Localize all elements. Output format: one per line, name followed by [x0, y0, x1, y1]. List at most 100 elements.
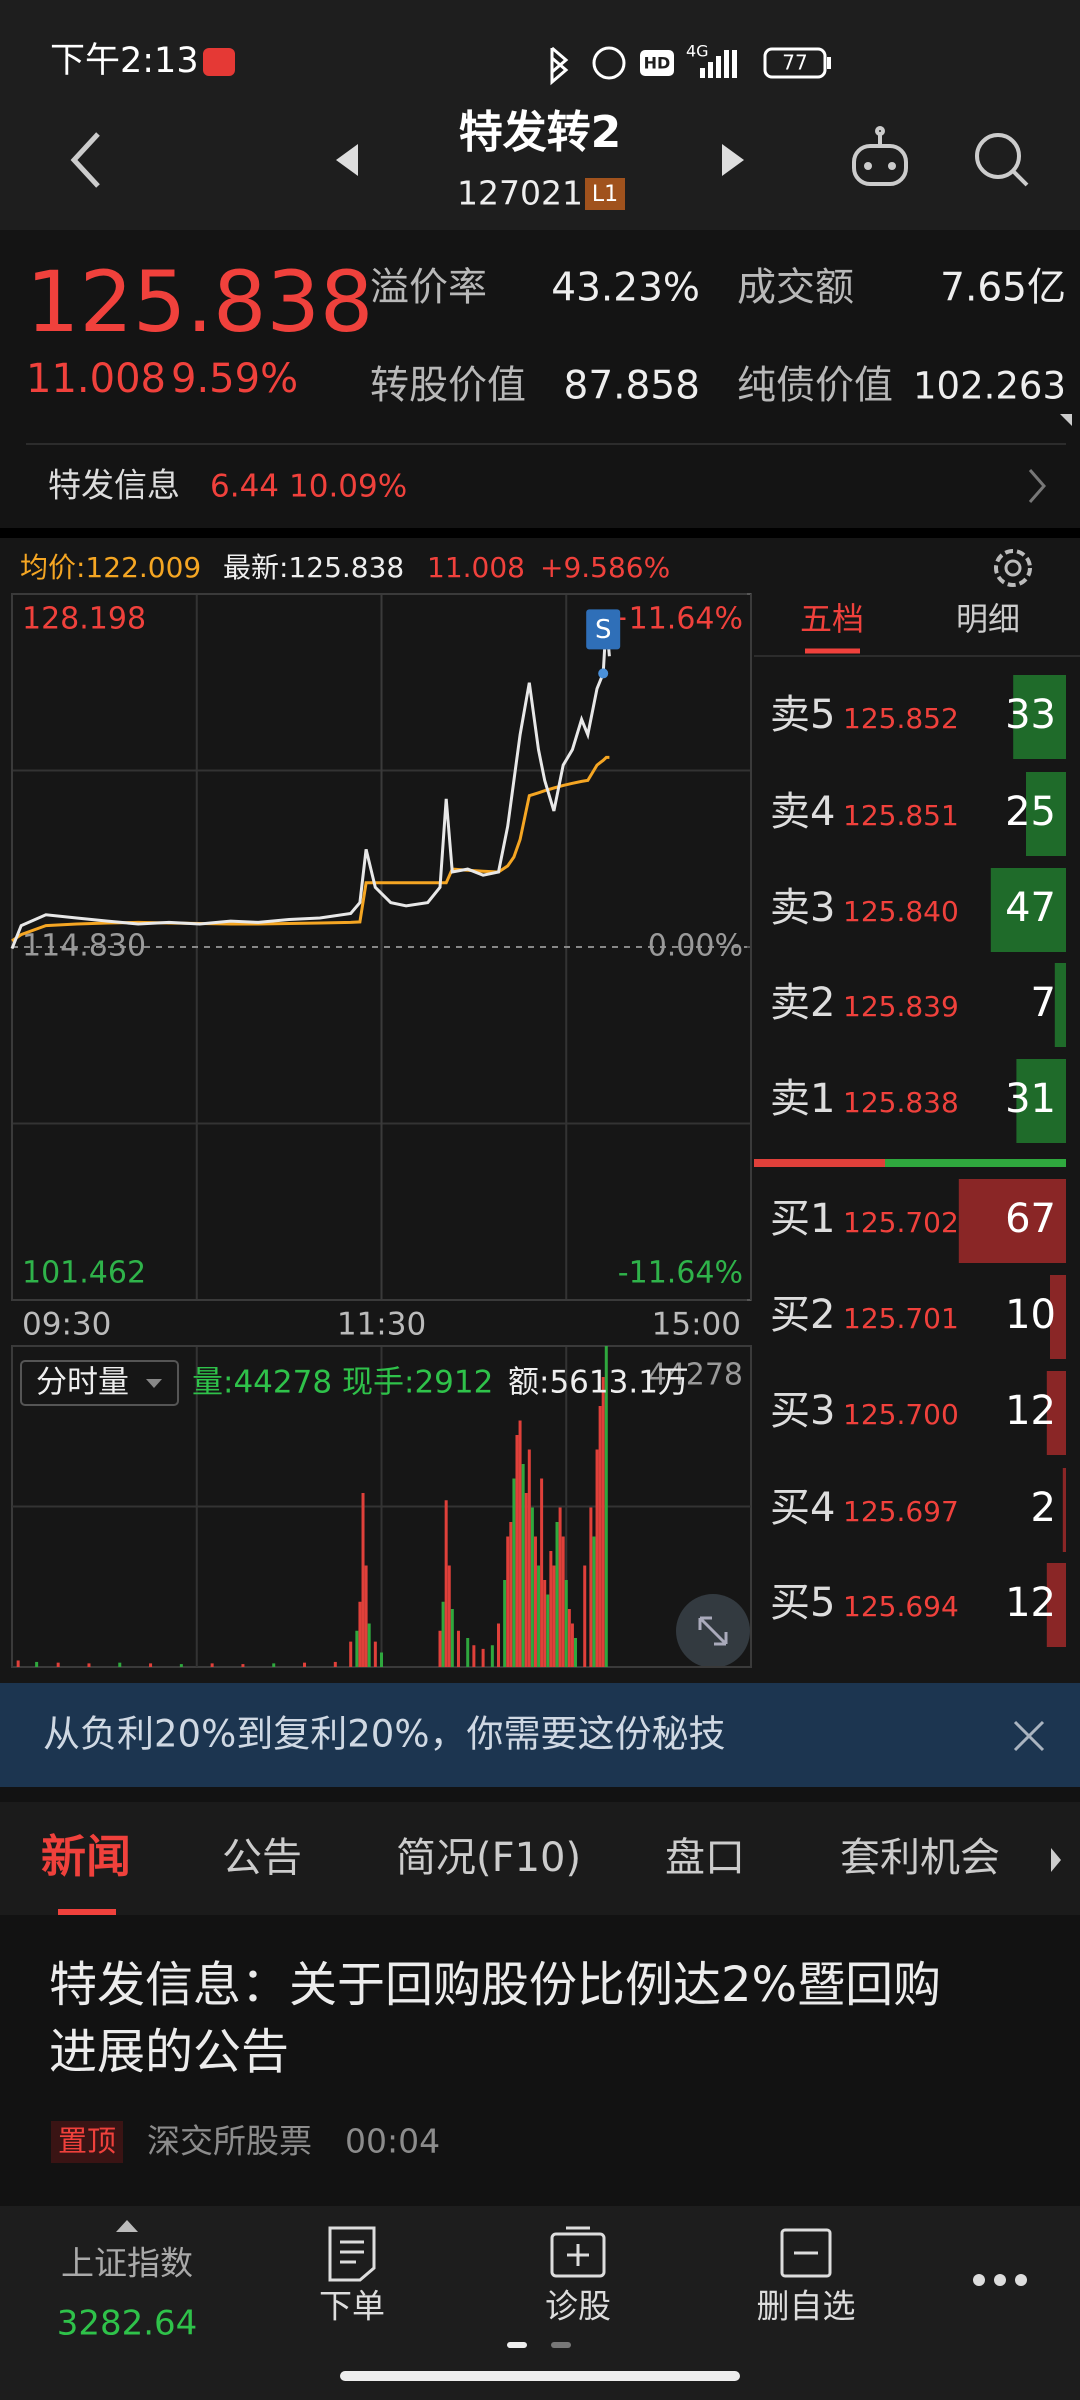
quote-change: 11.008: [26, 356, 166, 402]
news-tab[interactable]: 盘口: [665, 1835, 745, 1881]
settings-button[interactable]: [994, 549, 1032, 587]
metric-label: 溢价率: [370, 266, 487, 311]
chart-bg: [0, 538, 1080, 1683]
nav-item[interactable]: 下单: [319, 2287, 385, 2326]
book-bar: [1050, 1275, 1066, 1359]
news-tag-bg: [51, 2121, 123, 2163]
volume-bar: [515, 1435, 519, 1667]
volume-bar: [533, 1536, 537, 1667]
book-qty: 33: [1005, 692, 1056, 738]
book-bar: [1016, 1059, 1066, 1143]
metric-value: 102.263: [913, 365, 1066, 408]
book-qty: 12: [1005, 1580, 1056, 1626]
volume-bar: [543, 1580, 547, 1667]
book-price: 125.694: [843, 1590, 959, 1623]
volume-bar: [527, 1449, 531, 1667]
underlying-chevron[interactable]: [1028, 469, 1046, 503]
volume-bar: [303, 1662, 307, 1667]
volume-bar: [466, 1638, 470, 1667]
index-expand[interactable]: [116, 2220, 138, 2232]
hd-badge: [640, 50, 674, 76]
x-tick-label: 15:00: [652, 1307, 741, 1343]
prev-button[interactable]: [336, 144, 358, 176]
volume-label: 分时量: [36, 1365, 129, 1401]
back-button[interactable]: [70, 132, 100, 188]
underlying-name[interactable]: 特发信息: [48, 466, 180, 505]
news-tab[interactable]: 公告: [222, 1835, 302, 1881]
volume-bar: [561, 1536, 565, 1667]
underlying-price: 6.44: [210, 469, 279, 505]
news-tab[interactable]: 简况(F10): [396, 1835, 581, 1881]
news-tab[interactable]: 新闻: [41, 1830, 131, 1883]
volume-bar: [530, 1507, 534, 1667]
metric-value: 87.858: [564, 364, 700, 409]
volume-bar: [118, 1662, 122, 1667]
index-name[interactable]: 上证指数: [61, 2244, 193, 2283]
news-tab-more[interactable]: [1051, 1848, 1061, 1872]
battery-text: 77: [782, 51, 807, 75]
news-tab[interactable]: 套利机会: [840, 1835, 1000, 1881]
order-tab[interactable]: 五档: [800, 600, 864, 638]
book-price: 125.701: [843, 1302, 959, 1335]
volume-bar: [549, 1551, 553, 1667]
more-button[interactable]: [973, 2274, 1027, 2286]
volume-bar: [210, 1663, 214, 1667]
status-time: 下午2:13: [50, 41, 199, 81]
book-price: 125.840: [843, 895, 959, 928]
volume-bar: [481, 1648, 485, 1667]
volume-bar: [567, 1609, 571, 1667]
alarm-icon: [592, 46, 626, 80]
banner-close[interactable]: [1013, 1720, 1045, 1752]
metric-value: 7.65亿: [940, 266, 1066, 311]
volume-bar: [503, 1580, 507, 1667]
volume-bar: [149, 1663, 153, 1667]
news-tabs-bg: [0, 1802, 1080, 1915]
next-button[interactable]: [722, 144, 744, 176]
level-badge-text: L1: [592, 182, 618, 207]
robot-eye: [864, 162, 872, 170]
volume-stat: 额:5613.1万: [508, 1365, 689, 1401]
volume-bar: [456, 1630, 460, 1667]
volume-bar: [583, 1565, 587, 1667]
book-price: 125.838: [843, 1086, 959, 1119]
nav-item[interactable]: 删自选: [757, 2287, 856, 2326]
search-button[interactable]: [975, 133, 1029, 187]
banner-bg: [0, 1683, 1080, 1787]
banner-text[interactable]: 从负利20%到复利20%，你需要这份秘技: [43, 1713, 725, 1756]
volume-bar: [87, 1663, 91, 1667]
volume-label-caret: [146, 1379, 162, 1388]
volume-stat: 量:44278: [192, 1365, 332, 1401]
book-price: 125.702: [843, 1206, 959, 1239]
book-qty: 67: [1005, 1196, 1056, 1242]
latest-dot: [598, 668, 609, 679]
metric-value: 43.23%: [551, 266, 700, 311]
signal-icon: [700, 50, 737, 78]
page-indicator: [551, 2342, 571, 2348]
change-label: 11.008: [427, 551, 525, 584]
news-title[interactable]: 特发信息：关于回购股份比例达2%暨回购进展的公告: [49, 1957, 942, 2080]
book-qty: 10: [1005, 1292, 1056, 1338]
volume-bar: [509, 1522, 513, 1667]
x-tick-label: 11:30: [337, 1307, 426, 1343]
volume-tick-label: 44278: [648, 1358, 743, 1393]
book-label: 卖5: [770, 692, 835, 738]
volume-bar: [358, 1601, 362, 1667]
nav-item[interactable]: 诊股: [545, 2287, 611, 2326]
volume-bar: [444, 1500, 448, 1667]
book-price: 125.697: [843, 1495, 959, 1528]
news-tag: 置顶: [58, 2124, 116, 2158]
book-qty: 47: [1005, 885, 1056, 931]
battery-cap: [827, 57, 831, 69]
robot-button[interactable]: [852, 126, 908, 186]
order-tab[interactable]: 明细: [956, 600, 1020, 638]
book-bar: [958, 1179, 1066, 1263]
volume-bar: [555, 1522, 559, 1667]
y-tick-label: 128.198: [22, 602, 146, 637]
volume-bar: [272, 1663, 276, 1667]
book-label: 买1: [770, 1196, 835, 1242]
quote-price: 125.838: [26, 253, 373, 351]
volume-bar: [521, 1464, 525, 1667]
volume-bar: [570, 1623, 574, 1667]
volume-bar: [447, 1565, 451, 1667]
